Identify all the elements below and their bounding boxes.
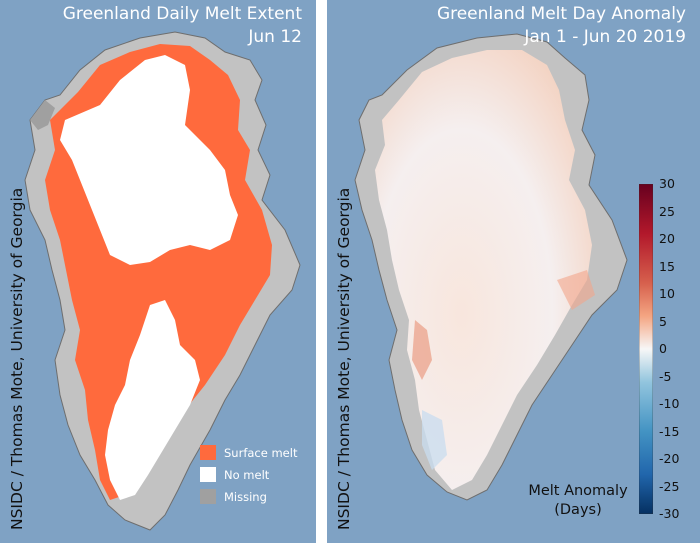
no-melt-area-north [60, 55, 238, 265]
colorbar-tick-label: -15 [659, 423, 680, 439]
map-date: Jan 1 - Jun 20 2019 [524, 27, 686, 47]
colorbar-gradient [638, 183, 654, 515]
colorbar-tick-label: -20 [659, 451, 680, 466]
colorbar-units: (Days) [554, 502, 602, 518]
colorbar-tick-label: -25 [659, 478, 680, 494]
negative-anomaly-patch [422, 410, 447, 470]
no-melt-area-south [105, 300, 200, 500]
map-legend: Surface melt No melt Missing [200, 443, 297, 509]
positive-anomaly-patch [557, 270, 595, 310]
colorbar-tick-label: -30 [659, 506, 680, 521]
melt-extent-map [24, 31, 301, 531]
colorbar-tick-label: 20 [659, 231, 675, 246]
legend-item-no-melt: No melt [200, 465, 297, 484]
melt-anomaly-map [354, 33, 628, 501]
colorbar-tick-label: 15 [659, 258, 675, 274]
colorbar: 30 25 20 15 10 5 0 -5 -10 -15 -20 -25 -30 [638, 176, 679, 521]
map-title: Greenland Daily Melt Extent [62, 4, 302, 24]
map-date: Jun 12 [248, 27, 302, 47]
legend-item-missing: Missing [200, 487, 297, 506]
positive-anomaly-patch [412, 320, 432, 380]
legend-swatch [200, 445, 216, 460]
melt-extent-map-panel: Greenland Daily Melt Extent Jun 12 NSIDC… [0, 0, 316, 543]
legend-label: Surface melt [224, 445, 298, 460]
legend-item-surface-melt: Surface melt [200, 443, 297, 462]
colorbar-tick-label: 25 [659, 203, 675, 219]
legend-swatch [200, 489, 216, 504]
colorbar-tick-label: 5 [659, 313, 667, 329]
colorbar-tick-label: -5 [659, 368, 672, 384]
legend-label: Missing [224, 489, 267, 504]
colorbar-tick-label: -10 [659, 396, 680, 411]
melt-anomaly-field [375, 50, 592, 490]
credit-text: NSIDC / Thomas Mote, University of Georg… [335, 187, 353, 530]
credit-text: NSIDC / Thomas Mote, University of Georg… [8, 187, 26, 530]
colorbar-tick-label: 0 [659, 341, 667, 356]
map-title: Greenland Melt Day Anomaly [436, 4, 686, 24]
colorbar-tick-label: 30 [659, 176, 675, 191]
legend-label: No melt [224, 467, 270, 482]
legend-swatch [200, 467, 216, 482]
melt-anomaly-map-panel: Greenland Melt Day Anomaly Jan 1 - Jun 2… [327, 0, 700, 543]
colorbar-tick-label: 10 [659, 286, 675, 301]
missing-area-northwest [30, 100, 55, 130]
colorbar-title: Melt Anomaly [528, 483, 628, 499]
